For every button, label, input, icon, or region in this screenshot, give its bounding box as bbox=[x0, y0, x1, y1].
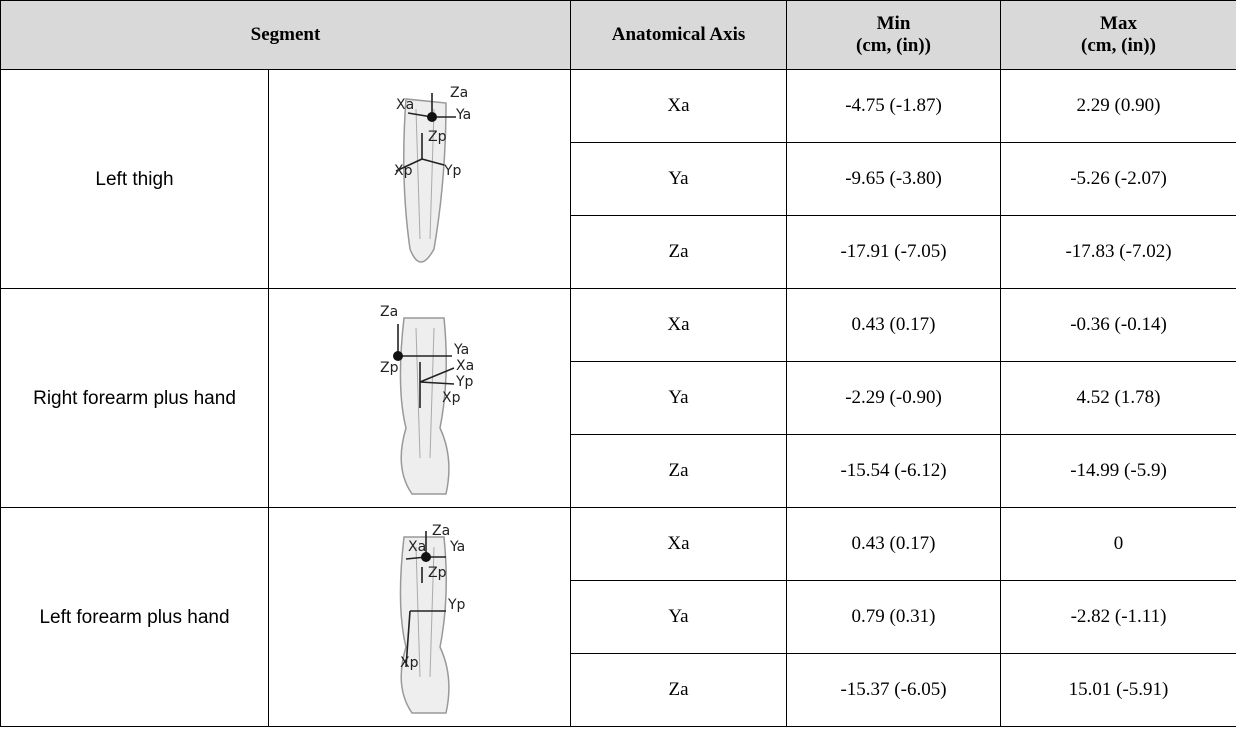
table-row: Za -15.54 (-6.12) -14.99 (-5.9) bbox=[1, 434, 1236, 508]
axis-cell: Ya bbox=[570, 580, 787, 654]
segment-cell: Right forearm plus hand bbox=[0, 288, 269, 508]
origin-dot bbox=[426, 112, 437, 122]
segment-sketch: Za Xa Ya Zp Xp Yp bbox=[394, 85, 471, 263]
axis-cell: Ya bbox=[570, 361, 787, 435]
table-row: Ya 0.79 (0.31) -2.82 (-1.11) bbox=[1, 580, 1236, 654]
limb-outline bbox=[399, 317, 450, 495]
value-cell: -14.99 (-5.9) bbox=[1000, 434, 1236, 508]
axis-cell: Za bbox=[570, 653, 787, 727]
axis-cell: Za bbox=[570, 434, 787, 508]
header-row: Segment Anatomical Axis Min (cm, (in)) Ma… bbox=[0, 0, 1236, 70]
limb-detail bbox=[415, 108, 434, 240]
axis-label: Za bbox=[432, 523, 450, 539]
segment-cell: Left thigh bbox=[0, 69, 269, 289]
value-cell: -9.65 (-3.80) bbox=[786, 142, 1001, 216]
header-text: Max bbox=[1100, 13, 1137, 34]
value-cell: 4.52 (1.78) bbox=[1000, 361, 1236, 435]
value-cell: -2.82 (-1.11) bbox=[1000, 580, 1236, 654]
limb-outline bbox=[402, 98, 447, 263]
axis-label: Xa bbox=[396, 97, 414, 113]
axis-label: Ya bbox=[449, 539, 465, 555]
axis-label: Yp bbox=[443, 163, 462, 179]
header-text: Segment bbox=[250, 24, 321, 45]
value-cell: -2.29 (-0.90) bbox=[786, 361, 1001, 435]
header-text: Anatomical Axis bbox=[611, 24, 746, 45]
axis-label: Zp bbox=[428, 129, 447, 145]
axis-label: Xp bbox=[442, 390, 461, 406]
header-cell: Segment bbox=[0, 0, 571, 70]
limb-detail bbox=[415, 546, 434, 678]
value-cell: -17.83 (-7.02) bbox=[1000, 215, 1236, 289]
axis-label: Za bbox=[380, 304, 398, 320]
table-row: Left forearm plus hand Za Xa Ya Zp Yp Xp Xa 0.43… bbox=[0, 507, 1236, 727]
table-row: Za -15.37 (-6.05) 15.01 (-5.91) bbox=[1, 653, 1236, 727]
axis-label: Ya bbox=[453, 342, 469, 358]
axis-label: Xp bbox=[400, 655, 419, 671]
axis-label: Yp bbox=[447, 597, 466, 613]
axis-label: Ya bbox=[455, 107, 471, 123]
value-cell: -4.75 (-1.87) bbox=[786, 69, 1001, 143]
header-cell: Max (cm, (in)) bbox=[1000, 0, 1236, 70]
header-text: Min bbox=[876, 13, 911, 34]
limb-detail bbox=[415, 327, 434, 459]
value-cell: -17.91 (-7.05) bbox=[786, 215, 1001, 289]
header-unit: (cm, (in)) bbox=[1081, 35, 1156, 56]
axis-cell: Xa bbox=[570, 507, 787, 581]
value-cell: -15.54 (-6.12) bbox=[786, 434, 1001, 508]
header-cell: Min (cm, (in)) bbox=[786, 0, 1001, 70]
axis-arrow bbox=[404, 610, 411, 668]
table-row: Ya -2.29 (-0.90) 4.52 (1.78) bbox=[1, 361, 1236, 435]
axis-cell: Za bbox=[570, 215, 787, 289]
table-row: Right forearm plus hand Za Ya Zp Xa Yp Xp Xa 0.4… bbox=[0, 288, 1236, 508]
value-cell: -5.26 (-2.07) bbox=[1000, 142, 1236, 216]
image-cell: Za Ya Zp Xa Yp Xp bbox=[268, 288, 571, 508]
value-cell: 2.29 (0.90) bbox=[1000, 69, 1236, 143]
header-cell: Anatomical Axis bbox=[570, 0, 787, 70]
axis-label: Xa bbox=[456, 358, 474, 374]
value-cell: 0.43 (0.17) bbox=[786, 507, 1001, 581]
axis-label: Zp bbox=[380, 360, 399, 376]
axis-label: Zp bbox=[428, 565, 447, 581]
axis-label: Xp bbox=[394, 163, 413, 179]
axis-arrow bbox=[419, 381, 454, 385]
origin-dot bbox=[392, 351, 403, 361]
value-cell: 0.43 (0.17) bbox=[786, 288, 1001, 362]
value-cell: -15.37 (-6.05) bbox=[786, 653, 1001, 727]
axis-label: Yp bbox=[455, 374, 474, 390]
header-unit: (cm, (in)) bbox=[856, 35, 931, 56]
limb-outline bbox=[399, 536, 450, 714]
image-cell: Za Xa Ya Zp Xp Yp bbox=[268, 69, 571, 289]
axis-cell: Xa bbox=[570, 69, 787, 143]
value-cell: 0 bbox=[1000, 507, 1236, 581]
axis-cell: Xa bbox=[570, 288, 787, 362]
image-cell: Za Xa Ya Zp Yp Xp bbox=[268, 507, 571, 727]
axis-arrow bbox=[395, 158, 422, 172]
segment-cell: Left forearm plus hand bbox=[0, 507, 269, 727]
axis-label: Xa bbox=[408, 539, 426, 555]
value-cell: 0.79 (0.31) bbox=[786, 580, 1001, 654]
origin-dot bbox=[420, 552, 431, 562]
table-row: Ya -9.65 (-3.80) -5.26 (-2.07) bbox=[1, 142, 1236, 216]
axis-cell: Ya bbox=[570, 142, 787, 216]
axis-arrow bbox=[421, 158, 444, 166]
value-cell: -0.36 (-0.14) bbox=[1000, 288, 1236, 362]
axis-arrow bbox=[419, 367, 454, 383]
value-cell: 15.01 (-5.91) bbox=[1000, 653, 1236, 727]
axis-label: Za bbox=[450, 85, 468, 101]
table-row: Left thigh Za Xa Ya Zp Xp Yp Xa -4.75 (-1.87) 2.2… bbox=[0, 69, 1236, 289]
table-body: Left thigh Za Xa Ya Zp Xp Yp Xa -4.75 (-1.87) 2.2… bbox=[0, 69, 1236, 727]
